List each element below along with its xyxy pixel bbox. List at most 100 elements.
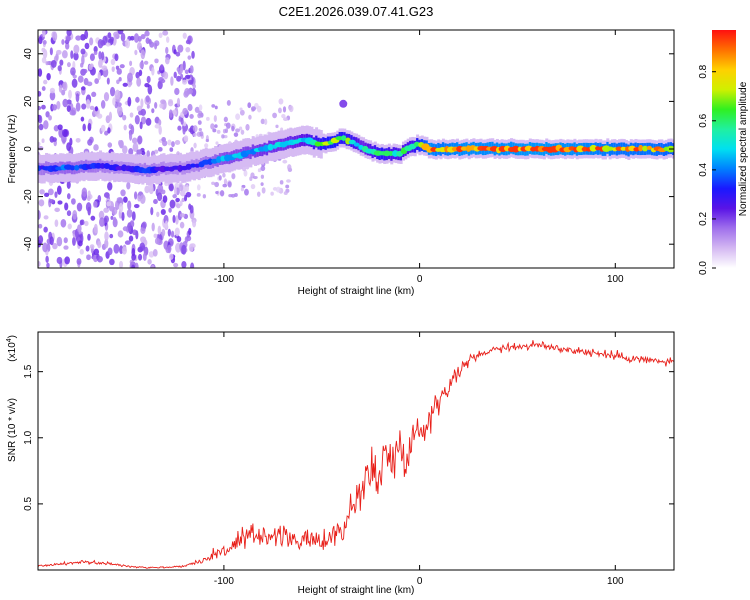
noise-point xyxy=(38,141,41,147)
noise-point xyxy=(108,111,113,122)
noise-point xyxy=(137,42,142,51)
spectrogram-y-axis-label: Frequency (Hz) xyxy=(7,115,18,184)
noise-point xyxy=(67,223,72,230)
noise-point xyxy=(144,185,150,194)
snr-panel: -100 0 100 0.5 1.0 1.5 Height of straight li… xyxy=(6,331,675,596)
noise-point xyxy=(116,102,122,107)
noise-point xyxy=(141,150,146,156)
noise-point xyxy=(82,123,86,132)
noise-point xyxy=(168,183,174,192)
noise-point xyxy=(77,240,83,247)
noise-point xyxy=(126,208,133,218)
noise-point xyxy=(46,262,50,268)
colorbar-tick-label: 0.0 xyxy=(698,261,709,275)
noise-point xyxy=(188,243,194,252)
noise-point xyxy=(225,122,231,129)
noise-point xyxy=(49,236,54,246)
noise-point xyxy=(205,138,210,143)
noise-point xyxy=(103,207,108,213)
noise-point xyxy=(153,199,158,205)
noise-point xyxy=(192,219,197,228)
noise-point xyxy=(192,83,196,89)
noise-point xyxy=(272,112,277,119)
noise-point xyxy=(285,184,290,189)
noise-point xyxy=(76,202,83,212)
noise-point xyxy=(135,71,140,79)
noise-point xyxy=(222,183,228,188)
noise-point xyxy=(176,97,181,108)
noise-point xyxy=(247,102,252,109)
x-tick-label: 100 xyxy=(607,274,624,285)
noise-point xyxy=(179,213,186,218)
noise-point xyxy=(260,182,264,186)
noise-point xyxy=(133,33,140,43)
noise-point xyxy=(275,186,281,193)
noise-point xyxy=(176,75,182,82)
noise-point xyxy=(152,249,158,257)
noise-point xyxy=(281,114,286,119)
ridge-peak xyxy=(620,146,627,151)
noise-point xyxy=(125,38,131,49)
noise-point xyxy=(49,91,56,101)
noise-point xyxy=(153,149,159,154)
noise-point xyxy=(104,231,109,242)
noise-point xyxy=(57,65,62,72)
noise-point xyxy=(188,203,192,210)
noise-point xyxy=(77,75,84,83)
noise-point xyxy=(286,179,291,183)
noise-point xyxy=(100,100,106,109)
noise-point xyxy=(138,110,144,116)
colorbar: 0.0 0.2 0.4 0.6 0.8 Normalized spectral ampl… xyxy=(698,30,749,275)
noise-point xyxy=(90,215,96,221)
noise-point xyxy=(260,165,266,172)
ridge-peak xyxy=(638,144,644,152)
noise-point xyxy=(174,227,180,237)
noise-point xyxy=(188,227,192,236)
ridge-peak xyxy=(353,142,360,147)
noise-point xyxy=(103,92,110,102)
noise-point xyxy=(146,75,151,84)
ridge-peak xyxy=(595,146,601,151)
noise-point xyxy=(136,149,143,155)
noise-point xyxy=(248,114,252,120)
colorbar-tick-label: 0.2 xyxy=(698,212,709,226)
noise-point xyxy=(159,64,164,71)
noise-point xyxy=(54,207,60,213)
noise-point xyxy=(93,144,99,151)
noise-point xyxy=(165,46,169,55)
noise-point xyxy=(139,121,143,130)
noise-point xyxy=(260,118,265,125)
noise-point xyxy=(39,189,45,195)
ridge-blob xyxy=(339,99,348,108)
noise-point xyxy=(185,46,191,53)
noise-point xyxy=(140,116,147,125)
y-tick-label: -40 xyxy=(23,237,34,252)
noise-point xyxy=(256,191,261,197)
ridge-peak xyxy=(646,145,653,150)
noise-point xyxy=(97,255,103,263)
noise-point xyxy=(160,99,166,105)
noise-point xyxy=(282,159,288,164)
noise-point xyxy=(151,108,155,114)
noise-point xyxy=(81,187,88,197)
noise-point xyxy=(82,68,88,74)
noise-point xyxy=(129,60,133,67)
noise-point xyxy=(120,32,126,42)
noise-point xyxy=(182,79,188,85)
noise-point xyxy=(131,137,138,144)
noise-point xyxy=(264,118,268,125)
noise-point xyxy=(174,140,181,146)
noise-point xyxy=(151,67,155,76)
noise-point xyxy=(134,49,138,56)
noise-point xyxy=(110,58,116,66)
noise-point xyxy=(77,224,82,233)
noise-point xyxy=(214,105,218,110)
noise-point xyxy=(184,69,189,75)
noise-point xyxy=(159,103,164,109)
noise-point xyxy=(51,104,58,111)
noise-point xyxy=(215,190,219,195)
noise-point xyxy=(71,78,78,88)
noise-point xyxy=(151,264,155,268)
y-tick-label: 0 xyxy=(23,146,34,152)
noise-point xyxy=(131,211,136,221)
